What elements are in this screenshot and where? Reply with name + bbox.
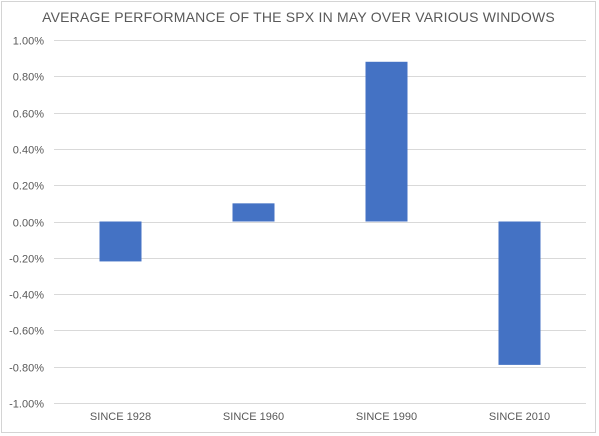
- y-tick-label: 0.00%: [13, 218, 44, 230]
- gridlines: [54, 40, 586, 404]
- y-axis-tick-labels: 1.00% 0.80% 0.60% 0.40% 0.20% 0.00% -0.20% -0.4…: [9, 36, 44, 411]
- y-tick-label: -0.60%: [9, 326, 44, 338]
- bar-since-1960: [232, 203, 275, 222]
- bar-since-1928: [99, 221, 142, 262]
- x-axis-category-labels: SINCE 1928 SINCE 1960 SINCE 1990 SINCE 2010: [90, 411, 550, 423]
- x-category-label: SINCE 1928: [90, 411, 151, 423]
- y-tick-label: -0.80%: [9, 363, 44, 375]
- y-tick-label: -0.40%: [9, 290, 44, 302]
- bar-since-1990: [365, 61, 408, 222]
- y-tick-label: 0.20%: [13, 181, 44, 193]
- y-tick-label: -0.20%: [9, 254, 44, 266]
- y-tick-label: 0.40%: [13, 145, 44, 157]
- x-category-label: SINCE 2010: [489, 411, 550, 423]
- y-tick-label: 0.80%: [13, 72, 44, 84]
- y-tick-label: 0.60%: [13, 109, 44, 121]
- y-tick-label: -1.00%: [9, 399, 44, 411]
- bars: [99, 61, 541, 365]
- x-category-label: SINCE 1960: [223, 411, 284, 423]
- bar-since-2010: [498, 221, 541, 365]
- chart-title: AVERAGE PERFORMANCE OF THE SPX IN MAY OV…: [42, 9, 555, 25]
- x-category-label: SINCE 1990: [356, 411, 417, 423]
- y-tick-label: 1.00%: [13, 36, 44, 48]
